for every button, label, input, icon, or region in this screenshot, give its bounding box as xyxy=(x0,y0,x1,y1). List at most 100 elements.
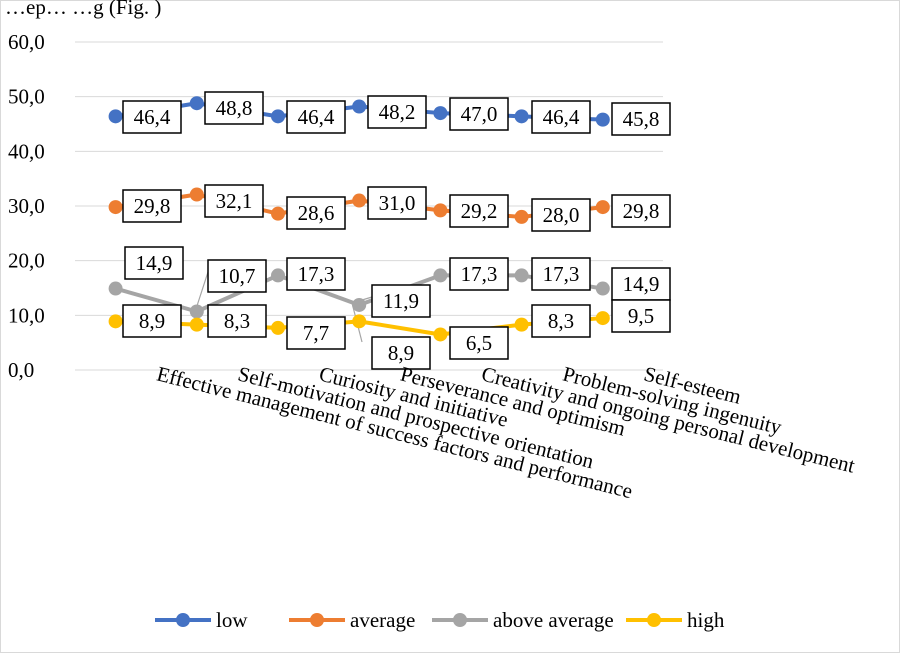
data-point xyxy=(108,109,123,124)
data-label: 17,3 xyxy=(286,257,346,291)
legend-entry: low xyxy=(155,608,248,632)
svg-text:11,9: 11,9 xyxy=(383,289,419,313)
legend-label: low xyxy=(216,608,248,632)
data-label: 14,9 xyxy=(124,246,184,280)
data-point xyxy=(514,109,529,124)
y-tick-label: 40,0 xyxy=(8,139,45,163)
data-label: 10,7 xyxy=(207,259,267,293)
data-label: 6,5 xyxy=(449,326,509,360)
data-point xyxy=(189,317,204,332)
svg-text:48,2: 48,2 xyxy=(379,100,416,124)
svg-text:14,9: 14,9 xyxy=(623,272,660,296)
data-label: 29,8 xyxy=(611,194,671,228)
data-label: 8,3 xyxy=(207,304,267,338)
svg-text:7,7: 7,7 xyxy=(303,321,329,345)
y-tick-label: 30,0 xyxy=(8,194,45,218)
data-point xyxy=(595,200,610,215)
svg-text:47,0: 47,0 xyxy=(461,102,498,126)
data-point xyxy=(433,268,448,283)
svg-text:46,4: 46,4 xyxy=(298,105,335,129)
svg-text:45,8: 45,8 xyxy=(623,107,660,131)
svg-text:32,1: 32,1 xyxy=(216,189,253,213)
data-point xyxy=(108,314,123,329)
data-point xyxy=(189,187,204,202)
svg-text:17,3: 17,3 xyxy=(461,262,498,286)
data-point xyxy=(595,112,610,127)
legend-label: high xyxy=(687,608,725,632)
svg-text:9,5: 9,5 xyxy=(628,304,654,328)
data-point xyxy=(189,304,204,319)
data-label: 9,5 xyxy=(611,299,671,333)
y-axis-ticks: 0,0 10,0 20,0 30,0 40,0 50,0 60,0 xyxy=(8,30,45,382)
data-point xyxy=(352,297,367,312)
data-point xyxy=(514,317,529,332)
svg-text:31,0: 31,0 xyxy=(379,191,416,215)
data-label: 46,4 xyxy=(531,100,591,134)
data-label: 46,4 xyxy=(286,100,346,134)
data-point xyxy=(352,314,367,329)
data-label: 45,8 xyxy=(611,102,671,136)
data-point xyxy=(433,106,448,121)
data-point xyxy=(189,96,204,111)
svg-text:28,0: 28,0 xyxy=(543,203,580,227)
data-label: 46,4 xyxy=(122,100,182,134)
data-point xyxy=(108,200,123,215)
svg-text:17,3: 17,3 xyxy=(298,262,335,286)
svg-text:14,9: 14,9 xyxy=(136,251,173,275)
svg-text:46,4: 46,4 xyxy=(134,105,171,129)
data-label: 17,3 xyxy=(449,257,509,291)
svg-text:8,9: 8,9 xyxy=(388,341,414,365)
data-label: 47,0 xyxy=(449,97,509,131)
svg-text:46,4: 46,4 xyxy=(543,105,580,129)
data-label: 8,9 xyxy=(371,336,431,370)
svg-text:8,3: 8,3 xyxy=(224,309,250,333)
data-point xyxy=(514,268,529,283)
data-point xyxy=(271,268,285,283)
svg-text:17,3: 17,3 xyxy=(543,262,580,286)
y-tick-label: 50,0 xyxy=(8,85,45,109)
data-label: 29,8 xyxy=(122,189,182,223)
y-tick-label: 60,0 xyxy=(8,30,45,54)
data-point xyxy=(352,193,367,208)
svg-text:6,5: 6,5 xyxy=(466,331,492,355)
series-lines xyxy=(108,96,610,343)
data-label: 8,9 xyxy=(122,304,182,338)
y-tick-label: 0,0 xyxy=(8,358,34,382)
data-point xyxy=(108,281,123,296)
data-label: 8,3 xyxy=(531,304,591,338)
data-point xyxy=(271,320,285,335)
y-tick-label: 20,0 xyxy=(8,249,45,273)
legend-label: average xyxy=(350,608,415,632)
data-labels: 46,4 48,8 46,4 48,2 47,0 46,4 45,8 29,8 32,1 28,6… xyxy=(122,91,671,370)
svg-text:28,6: 28,6 xyxy=(298,201,335,225)
data-label: 7,7 xyxy=(286,316,346,350)
svg-text:48,8: 48,8 xyxy=(216,96,253,120)
data-point xyxy=(271,206,285,221)
data-label: 32,1 xyxy=(204,184,264,218)
svg-text:29,8: 29,8 xyxy=(623,199,660,223)
data-label: 48,8 xyxy=(204,91,264,125)
svg-text:8,3: 8,3 xyxy=(548,309,574,333)
y-tick-label: 10,0 xyxy=(8,303,45,327)
svg-text:29,8: 29,8 xyxy=(134,194,171,218)
data-label: 14,9 xyxy=(611,267,671,301)
legend-entry: high xyxy=(626,608,725,632)
data-label: 28,6 xyxy=(286,196,346,230)
data-point xyxy=(352,99,367,114)
top-caption: …ep… …g (Fig. ) xyxy=(5,0,161,19)
data-label: 31,0 xyxy=(367,186,427,220)
data-point xyxy=(433,203,448,218)
data-label: 29,2 xyxy=(449,194,509,228)
data-label: 28,0 xyxy=(531,198,591,232)
data-point xyxy=(595,311,610,326)
data-point xyxy=(271,109,285,124)
svg-text:8,9: 8,9 xyxy=(139,309,165,333)
data-label: 11,9 xyxy=(371,284,431,318)
svg-text:29,2: 29,2 xyxy=(461,199,498,223)
legend-label: above average xyxy=(493,608,614,632)
data-label: 17,3 xyxy=(531,257,591,291)
legend-entry: above average xyxy=(432,608,614,632)
data-label: 48,2 xyxy=(367,95,427,129)
